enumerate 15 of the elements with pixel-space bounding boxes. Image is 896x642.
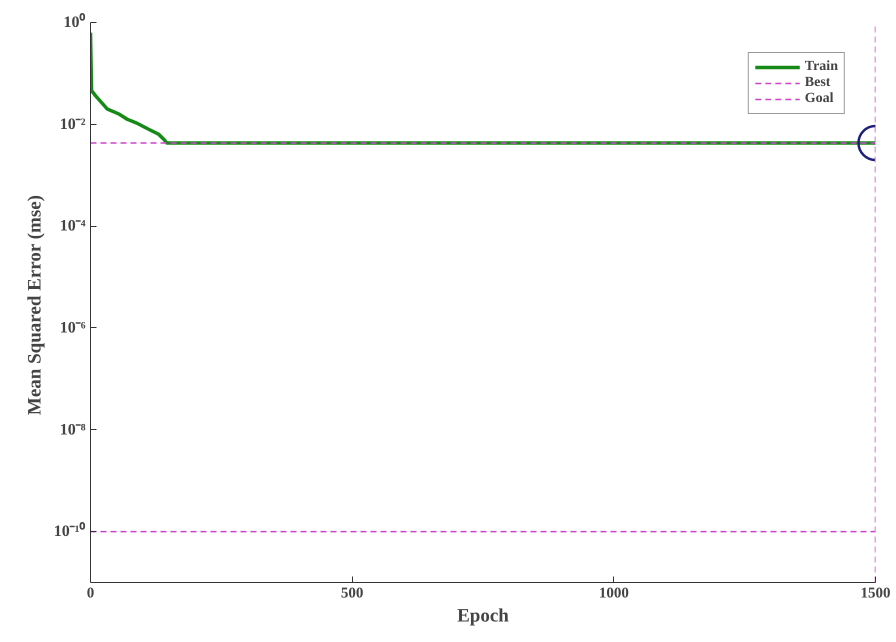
x-tick-label: 500 bbox=[340, 586, 364, 602]
y-tick-label: 10⁻¹⁰ bbox=[54, 522, 86, 540]
x-tick-label: 1500 bbox=[860, 586, 890, 602]
y-tick-label: 10⁻⁸ bbox=[60, 421, 86, 438]
legend-label: Goal bbox=[804, 91, 834, 107]
legend-label: Train bbox=[804, 59, 838, 75]
x-tick-label: 0 bbox=[86, 586, 94, 602]
x-tick-label: 1000 bbox=[598, 586, 629, 602]
legend-label: Best bbox=[804, 75, 830, 91]
y-tick-label: 10⁻² bbox=[60, 116, 86, 133]
y-tick-label: 10⁻⁴ bbox=[60, 218, 86, 235]
x-axis-title: Epoch bbox=[457, 606, 510, 626]
y-axis-title: Mean Squared Error (mse) bbox=[24, 195, 46, 416]
y-tick-label: 10⁻⁶ bbox=[60, 319, 86, 336]
y-tick-label: 10⁰ bbox=[64, 13, 86, 31]
